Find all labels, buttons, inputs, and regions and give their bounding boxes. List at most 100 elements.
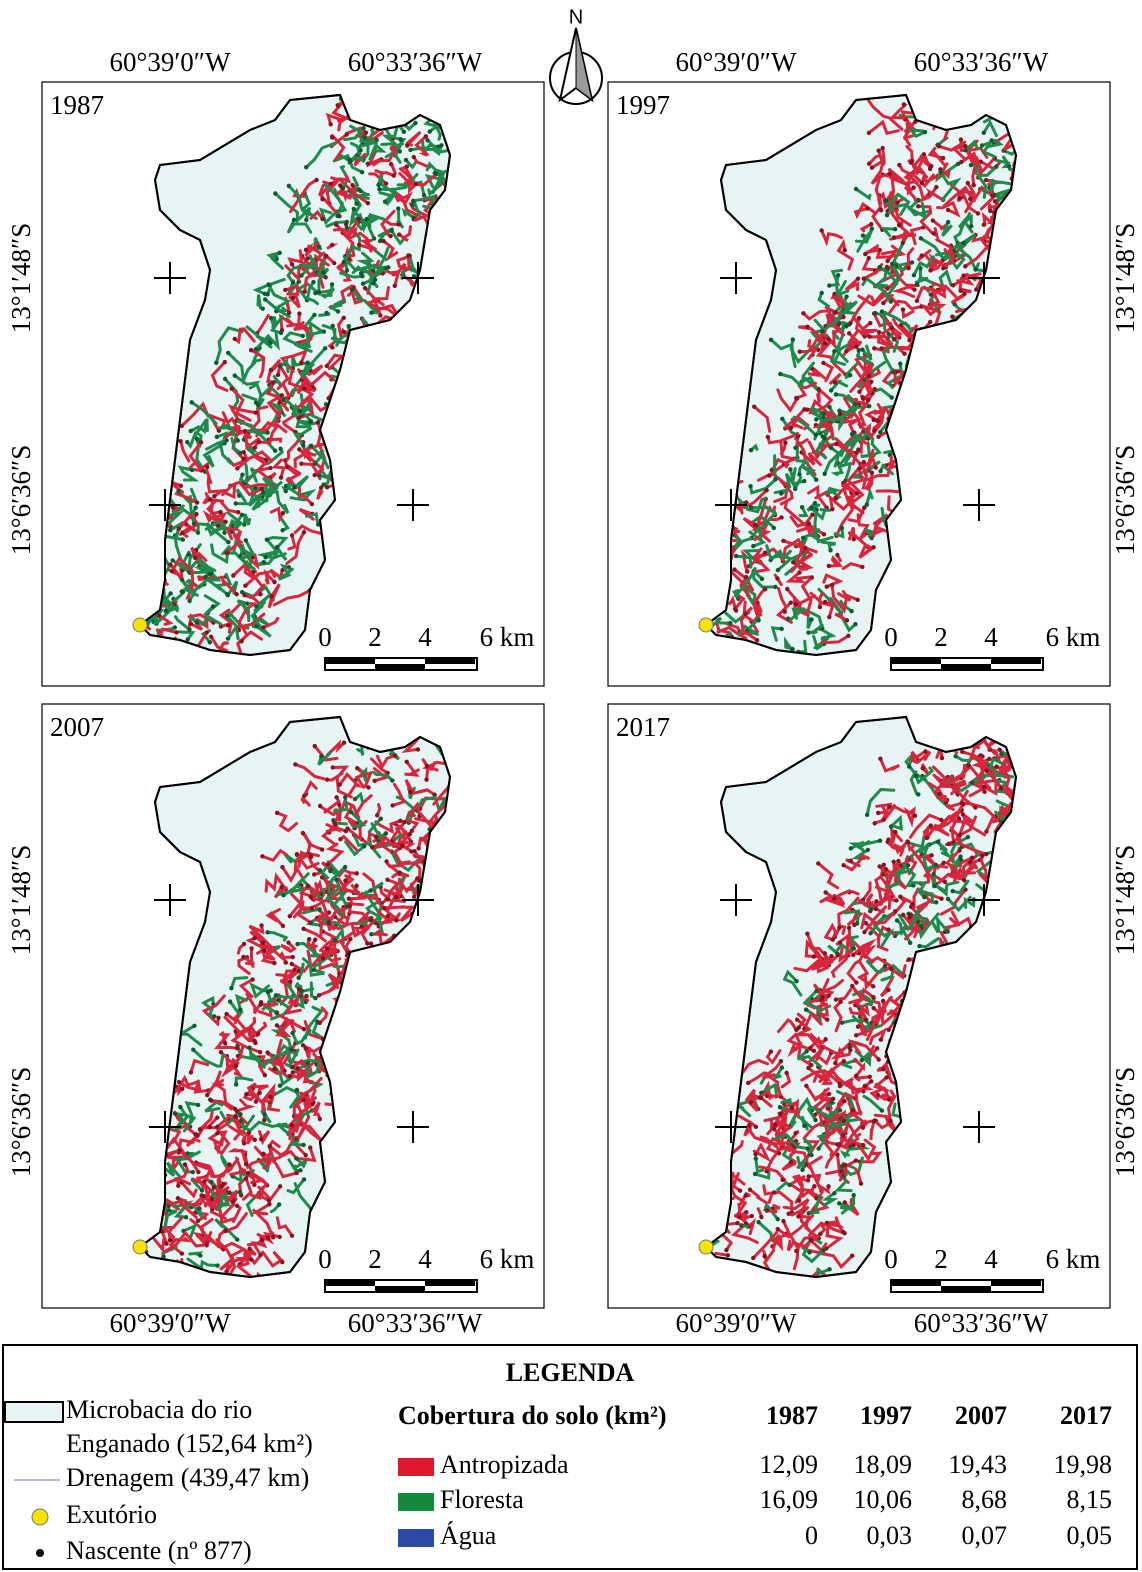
spring bbox=[224, 438, 228, 442]
spring bbox=[265, 292, 269, 296]
spring bbox=[734, 554, 738, 558]
spring bbox=[254, 347, 258, 351]
spring bbox=[396, 206, 400, 210]
spring bbox=[876, 435, 880, 439]
spring bbox=[180, 589, 184, 593]
spring bbox=[912, 287, 916, 291]
spring bbox=[845, 618, 849, 622]
spring bbox=[412, 895, 416, 899]
spring bbox=[373, 278, 377, 282]
spring bbox=[290, 1031, 294, 1035]
spring bbox=[195, 1133, 199, 1137]
spring bbox=[192, 521, 196, 525]
table-header: 2017 bbox=[1060, 1401, 1112, 1430]
spring bbox=[390, 803, 394, 807]
spring bbox=[908, 941, 912, 945]
spring bbox=[218, 510, 222, 514]
spring bbox=[275, 1023, 279, 1027]
spring bbox=[227, 1162, 231, 1166]
legend-item: Nascente (nº 877) bbox=[66, 1536, 252, 1565]
spring bbox=[968, 197, 972, 201]
spring bbox=[322, 329, 326, 333]
spring bbox=[309, 444, 313, 448]
spring bbox=[415, 876, 419, 880]
spring bbox=[825, 584, 829, 588]
spring bbox=[223, 377, 227, 381]
spring bbox=[200, 1188, 204, 1192]
spring bbox=[897, 223, 901, 227]
longitude-label: 60°33′36″W bbox=[348, 1308, 483, 1338]
spring bbox=[878, 838, 882, 842]
spring bbox=[353, 797, 357, 801]
spring bbox=[317, 290, 321, 294]
spring bbox=[776, 1227, 780, 1231]
spring bbox=[820, 329, 824, 333]
spring bbox=[984, 852, 988, 856]
panel-year: 2017 bbox=[616, 712, 670, 742]
spring bbox=[831, 937, 835, 941]
spring bbox=[776, 568, 780, 572]
spring bbox=[855, 921, 859, 925]
spring bbox=[389, 162, 393, 166]
spring bbox=[764, 488, 768, 492]
spring bbox=[994, 764, 998, 768]
spring bbox=[871, 545, 875, 549]
scale-label: 2 bbox=[934, 622, 948, 652]
spring bbox=[343, 795, 347, 799]
spring bbox=[317, 993, 321, 997]
spring bbox=[805, 325, 809, 329]
spring bbox=[327, 920, 331, 924]
spring bbox=[197, 1206, 201, 1210]
spring bbox=[330, 135, 334, 139]
spring bbox=[366, 201, 370, 205]
spring bbox=[819, 228, 823, 232]
spring bbox=[277, 1235, 281, 1239]
spring bbox=[180, 531, 184, 535]
spring bbox=[850, 1253, 854, 1257]
spring bbox=[398, 137, 402, 141]
spring bbox=[823, 890, 827, 894]
spring bbox=[434, 171, 438, 175]
spring bbox=[726, 1253, 730, 1257]
spring bbox=[312, 968, 316, 972]
spring bbox=[860, 347, 864, 351]
spring bbox=[866, 848, 870, 852]
spring bbox=[806, 1174, 810, 1178]
spring bbox=[809, 1153, 813, 1157]
spring bbox=[936, 840, 940, 844]
spring bbox=[410, 203, 414, 207]
spring bbox=[229, 386, 233, 390]
spring bbox=[287, 184, 291, 188]
spring bbox=[292, 218, 296, 222]
spring bbox=[872, 346, 876, 350]
spring bbox=[215, 435, 219, 439]
spring bbox=[773, 1122, 777, 1126]
spring bbox=[184, 1215, 188, 1219]
spring bbox=[371, 268, 375, 272]
spring bbox=[214, 361, 218, 365]
spring bbox=[376, 183, 380, 187]
spring bbox=[208, 497, 212, 501]
spring bbox=[781, 1219, 785, 1223]
spring bbox=[892, 860, 896, 864]
spring bbox=[897, 163, 901, 167]
spring bbox=[394, 895, 398, 899]
spring bbox=[874, 465, 878, 469]
spring bbox=[804, 1084, 808, 1088]
spring bbox=[962, 878, 966, 882]
spring bbox=[895, 918, 899, 922]
spring bbox=[849, 859, 853, 863]
spring bbox=[321, 482, 325, 486]
spring bbox=[177, 1080, 181, 1084]
spring bbox=[157, 613, 161, 617]
outlet bbox=[699, 618, 713, 632]
spring bbox=[816, 1146, 820, 1150]
spring bbox=[178, 1105, 182, 1109]
spring bbox=[330, 282, 334, 286]
spring bbox=[278, 364, 282, 368]
spring bbox=[307, 937, 311, 941]
spring bbox=[880, 146, 884, 150]
spring bbox=[196, 531, 200, 535]
spring bbox=[833, 310, 837, 314]
